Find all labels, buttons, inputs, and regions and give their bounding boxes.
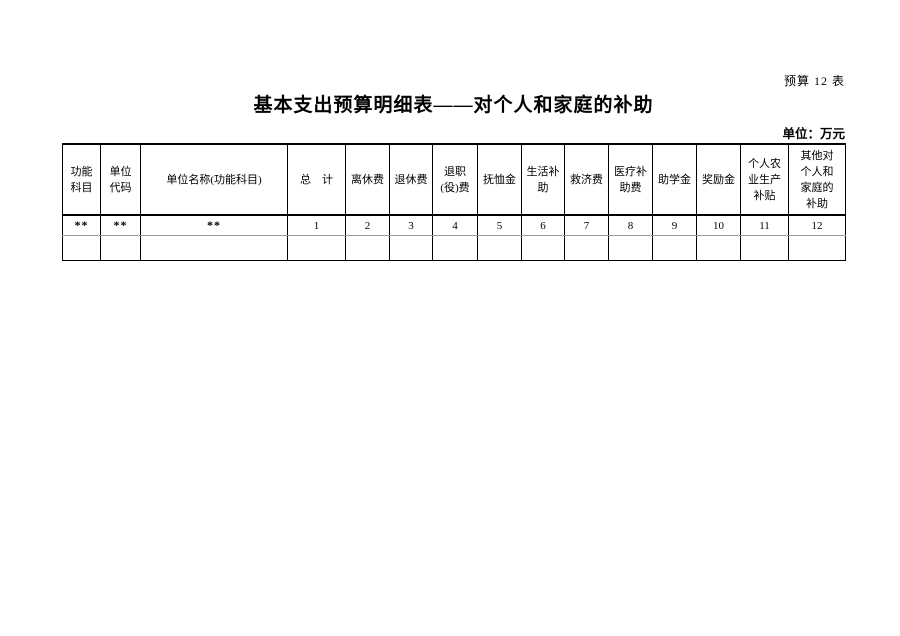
column-code-cell: 3	[389, 214, 433, 236]
page-title: 基本支出预算明细表——对个人和家庭的补助	[253, 95, 654, 116]
column-header: 退休费	[389, 143, 433, 216]
column-code-cell: **	[100, 214, 141, 236]
column-header: 单位名称(功能科目)	[140, 143, 288, 216]
empty-cell	[100, 235, 141, 261]
column-code-cell: 7	[564, 214, 609, 236]
column-header: 抚恤金	[477, 143, 522, 216]
column-header: 总 计	[287, 143, 346, 216]
unit-label: 单位：万元	[782, 127, 845, 141]
empty-cell	[140, 235, 288, 261]
empty-data-row	[62, 235, 846, 261]
empty-cell	[521, 235, 565, 261]
column-code-cell: 1	[287, 214, 346, 236]
empty-cell	[608, 235, 653, 261]
column-header: 退职 (役)费	[432, 143, 478, 216]
column-header: 助学金	[652, 143, 697, 216]
column-code-cell: 8	[608, 214, 653, 236]
empty-cell	[564, 235, 609, 261]
column-header: 功能 科目	[62, 143, 101, 216]
column-code-cell: 9	[652, 214, 697, 236]
column-code-cell: 4	[432, 214, 478, 236]
column-code-cell: **	[62, 214, 101, 236]
empty-cell	[477, 235, 522, 261]
column-header: 单位 代码	[100, 143, 141, 216]
budget-table: 功能 科目 单位 代码 单位名称(功能科目) 总 计离休费 退休费 退职 (役)费 抚恤金生…	[62, 143, 846, 261]
column-header: 其他对 个人和 家庭的 补助	[788, 143, 846, 216]
empty-cell	[389, 235, 433, 261]
table-header-row: 功能 科目 单位 代码 单位名称(功能科目) 总 计离休费 退休费 退职 (役)费 抚恤金生…	[62, 143, 846, 216]
column-header: 医疗补 助费	[608, 143, 653, 216]
column-code-cell: 10	[696, 214, 741, 236]
empty-cell	[432, 235, 478, 261]
column-header: 生活补 助	[521, 143, 565, 216]
form-number-label: 预算 12 表	[783, 74, 845, 88]
column-header: 个人农 业生产 补贴	[740, 143, 789, 216]
empty-cell	[788, 235, 846, 261]
empty-cell	[696, 235, 741, 261]
column-code-cell: 11	[740, 214, 789, 236]
column-code-row: ** ** ** 1 2 3 4 5 6 7 8 9 10 11 12	[62, 214, 846, 236]
empty-cell	[740, 235, 789, 261]
column-code-cell: 6	[521, 214, 565, 236]
column-header: 救济费	[564, 143, 609, 216]
column-code-cell: **	[140, 214, 288, 236]
column-code-cell: 2	[345, 214, 390, 236]
column-code-cell: 12	[788, 214, 846, 236]
empty-cell	[287, 235, 346, 261]
empty-cell	[62, 235, 101, 261]
column-header: 离休费	[345, 143, 390, 216]
column-code-cell: 5	[477, 214, 522, 236]
column-header: 奖励金	[696, 143, 741, 216]
empty-cell	[345, 235, 390, 261]
empty-cell	[652, 235, 697, 261]
